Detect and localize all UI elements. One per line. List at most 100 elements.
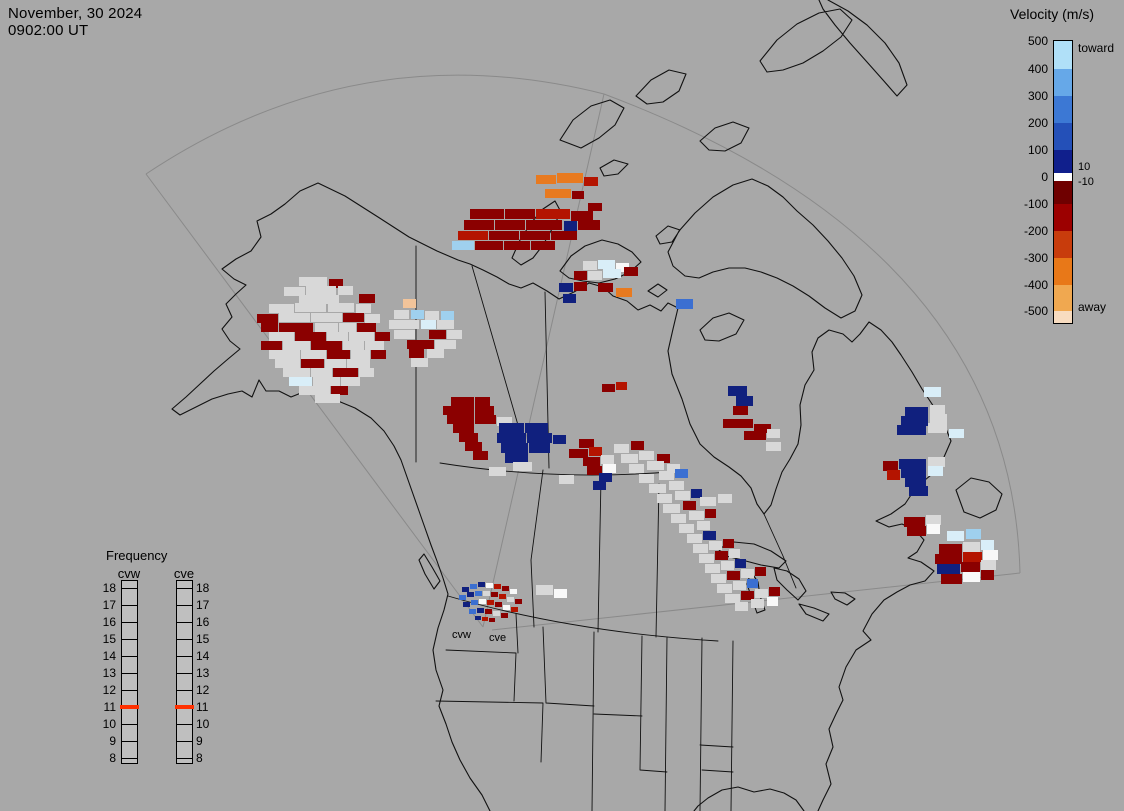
frequency-tick-label: 12 — [196, 683, 210, 697]
velocity-cell — [299, 386, 330, 395]
velocity-cell — [697, 521, 710, 530]
velocity-cell — [515, 599, 522, 604]
velocity-cell — [529, 443, 550, 453]
velocity-cell — [459, 595, 466, 600]
velocity-cell — [557, 173, 583, 183]
velocity-cell — [909, 486, 928, 496]
velocity-cell — [349, 332, 374, 341]
velocity-cell — [598, 260, 615, 269]
velocity-cell — [983, 550, 998, 560]
velocity-cell — [663, 504, 680, 513]
velocity-cell — [339, 323, 356, 332]
velocity-cell — [479, 599, 486, 604]
velocity-cell — [359, 368, 374, 377]
velocity-cell — [505, 453, 528, 463]
velocity-cell — [709, 541, 722, 550]
frequency-column-header: cvw — [117, 566, 141, 581]
velocity-colorbar-segment — [1054, 69, 1072, 96]
velocity-cell — [491, 592, 498, 597]
velocity-cell — [723, 539, 734, 548]
velocity-cell — [411, 310, 424, 319]
velocity-cell — [939, 544, 962, 554]
velocity-cell — [583, 457, 600, 466]
velocity-cell — [705, 564, 720, 573]
velocity-cell — [447, 330, 462, 339]
velocity-cell — [501, 613, 508, 618]
velocity-cell — [767, 429, 780, 438]
velocity-cell — [489, 231, 519, 240]
velocity-cell — [407, 340, 434, 349]
velocity-cell — [735, 559, 746, 568]
velocity-cell — [494, 584, 501, 589]
frequency-bar-tick — [177, 690, 192, 691]
velocity-cell — [587, 466, 602, 475]
velocity-cell — [443, 406, 474, 415]
velocity-cell — [928, 423, 947, 433]
velocity-cell — [306, 286, 336, 295]
velocity-cell — [901, 416, 928, 426]
velocity-cell — [963, 542, 980, 552]
velocity-cell — [269, 350, 300, 359]
velocity-cells-layer — [257, 173, 998, 622]
frequency-bar-tick — [177, 622, 192, 623]
velocity-cell — [717, 584, 732, 593]
velocity-cell — [365, 314, 380, 323]
velocity-cell — [421, 320, 436, 329]
velocity-cell — [669, 481, 684, 490]
velocity-cell — [503, 605, 510, 610]
velocity-cell — [553, 435, 566, 444]
frequency-bar-tick — [122, 622, 137, 623]
velocity-cell — [603, 464, 616, 473]
velocity-cell — [499, 423, 524, 433]
velocity-cell — [505, 209, 535, 219]
velocity-cell — [571, 211, 593, 221]
velocity-cell — [347, 359, 370, 368]
velocity-cell — [261, 323, 278, 332]
velocity-cell — [269, 332, 294, 341]
frequency-bar-tick — [122, 741, 137, 742]
great-lakes — [717, 541, 856, 622]
velocity-cell — [495, 220, 525, 230]
velocity-cell — [338, 286, 353, 295]
velocity-cell — [559, 283, 573, 292]
velocity-cell — [930, 405, 945, 415]
frequency-tick-label: 8 — [109, 751, 116, 765]
velocity-cell — [447, 415, 474, 424]
velocity-colorbar-segment — [1054, 41, 1072, 69]
velocity-cell — [963, 572, 980, 582]
velocity-cell — [536, 209, 570, 219]
velocity-cell — [736, 396, 753, 406]
velocity-cell — [283, 341, 310, 350]
frequency-highlight-marker — [120, 705, 139, 709]
velocity-cell — [981, 570, 994, 580]
velocity-cell — [441, 311, 454, 320]
velocity-cell — [551, 231, 577, 240]
frequency-tick-label: 10 — [102, 717, 116, 731]
frequency-tick-label: 17 — [196, 598, 210, 612]
frequency-bar-tick — [122, 588, 137, 589]
velocity-tick-label: 100 — [1027, 143, 1048, 157]
velocity-cell — [572, 191, 584, 199]
velocity-cell — [526, 220, 562, 230]
velocity-cell — [718, 494, 732, 503]
frequency-tick-label: 13 — [102, 666, 116, 680]
velocity-cell — [357, 323, 376, 332]
velocity-cell — [295, 303, 326, 312]
velocity-cell — [525, 423, 548, 433]
frequency-tick-label: 18 — [196, 581, 210, 595]
frequency-bar-tick — [122, 724, 137, 725]
away-label: away — [1078, 300, 1107, 314]
velocity-cell — [299, 277, 327, 286]
velocity-cell — [671, 514, 686, 523]
velocity-cell — [741, 591, 754, 600]
radar-site-label-cve: cve — [489, 632, 507, 644]
velocity-cell — [941, 574, 962, 584]
frequency-bar-tick — [177, 673, 192, 674]
velocity-cell — [356, 304, 371, 313]
frequency-tick-label: 10 — [196, 717, 210, 731]
velocity-tick-label: -300 — [1023, 251, 1048, 265]
velocity-cell — [315, 394, 340, 403]
velocity-cell — [394, 310, 409, 319]
velocity-upper-threshold-label: 10 — [1078, 161, 1091, 173]
frequency-tick-label: 14 — [102, 649, 116, 663]
